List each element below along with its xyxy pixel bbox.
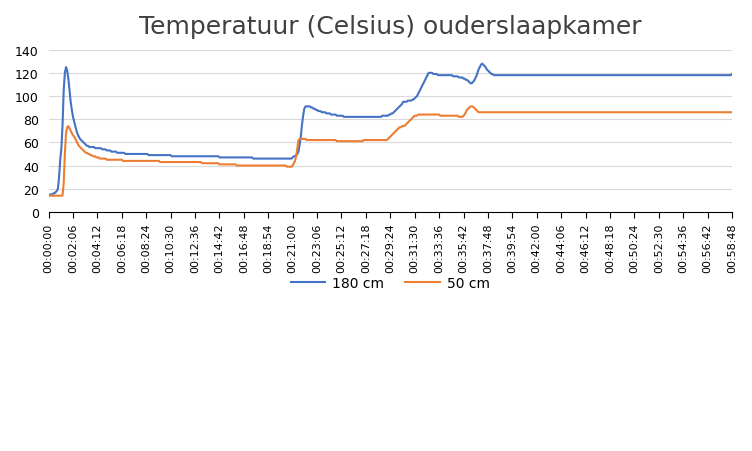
180 cm: [390, 110, 399, 116]
180 cm: [727, 72, 736, 78]
180 cm: [318, 110, 327, 116]
180 cm: [44, 193, 53, 198]
50 cm: [314, 138, 323, 143]
180 cm: [478, 62, 487, 67]
50 cm: [727, 110, 736, 116]
180 cm: [314, 109, 323, 115]
50 cm: [466, 105, 475, 110]
180 cm: [447, 73, 456, 78]
50 cm: [318, 138, 327, 143]
Legend: 180 cm, 50 cm: 180 cm, 50 cm: [285, 271, 496, 296]
180 cm: [505, 73, 514, 78]
50 cm: [188, 160, 197, 166]
Line: 180 cm: 180 cm: [49, 64, 732, 195]
180 cm: [188, 154, 197, 160]
Line: 50 cm: 50 cm: [49, 107, 732, 196]
50 cm: [447, 114, 456, 119]
50 cm: [44, 193, 53, 199]
Title: Temperatuur (Celsius) ouderslaapkamer: Temperatuur (Celsius) ouderslaapkamer: [139, 15, 641, 39]
50 cm: [505, 110, 514, 116]
50 cm: [390, 131, 399, 137]
